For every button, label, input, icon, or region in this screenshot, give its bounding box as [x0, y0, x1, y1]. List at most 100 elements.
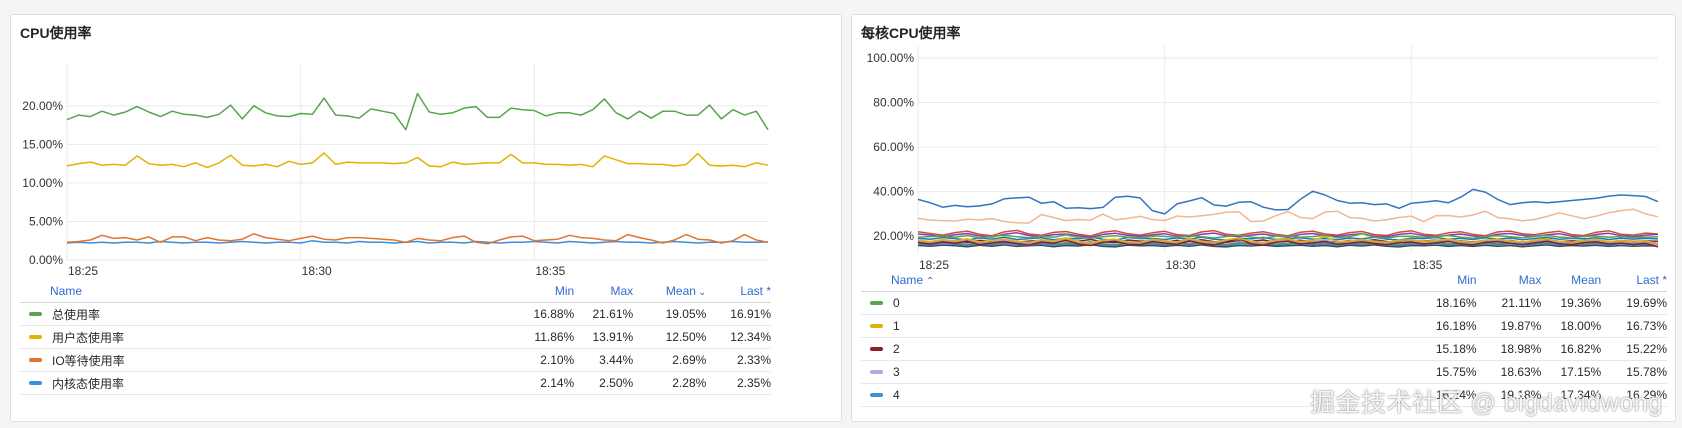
series-color-swatch [870, 323, 883, 328]
y-tick-label: 5.00% [29, 214, 63, 228]
legend-header-name[interactable]: Name [20, 283, 506, 303]
y-tick-label: 80.00% [873, 96, 914, 110]
series-line-1-5[interactable] [917, 188, 1659, 215]
y-tick-label: 10.00% [22, 176, 63, 190]
legend-header-last[interactable]: Last * [1601, 272, 1667, 292]
legend-min-value: 16.24% [1426, 383, 1477, 407]
legend-header-min[interactable]: Min [505, 283, 575, 303]
legend-series-name: 内核态使用率 [20, 371, 506, 395]
legend-max-value: 21.61% [574, 302, 634, 326]
series-line-1-13[interactable] [917, 243, 1659, 248]
legend-header-last[interactable]: Last * [706, 283, 771, 303]
legend-series-label: 总使用率 [52, 307, 101, 322]
series-color-swatch [29, 312, 42, 317]
legend-mean-value: 17.34% [1541, 383, 1602, 407]
legend-series-name: 2 [861, 337, 1427, 361]
panel-title: CPU使用率 [20, 25, 92, 41]
series-color-swatch [29, 358, 42, 363]
legend-min-value: 15.18% [1426, 337, 1477, 361]
series-line-0-2[interactable] [66, 233, 769, 245]
x-tick-label: 18:35 [535, 264, 565, 278]
per-core-cpu-panel: 每核CPU使用率 20.00% 40.00% 60.00% 80.00% 100.00%… [851, 14, 1676, 422]
y-tick-label: 20.00% [22, 99, 63, 113]
legend-header-mean[interactable]: Mean [1541, 272, 1602, 292]
legend-max-value: 21.11% [1476, 291, 1542, 315]
series-color-swatch [870, 392, 883, 397]
legend-max-value: 3.44% [574, 348, 634, 372]
y-tick-label: 20.00% [873, 229, 914, 243]
x-tick-label: 18:25 [68, 264, 98, 278]
series-line-0-3[interactable] [66, 239, 769, 244]
legend-series-label: 3 [893, 365, 900, 379]
sort-asc-icon: ⌃ [926, 276, 935, 287]
legend-row[interactable]: 3 15.75% 18.63% 17.15% 15.78% [861, 360, 1667, 384]
series-line-1-2[interactable] [917, 237, 1659, 248]
y-tick-label: 60.00% [873, 140, 914, 154]
legend-max-value: 19.18% [1476, 383, 1542, 407]
watermark: 掘金技术社区 @ bigdavidwong [1310, 389, 1663, 417]
legend-mean-value: 19.05% [633, 302, 707, 326]
legend-series-label: 1 [893, 319, 900, 333]
per-core-legend-table: Name ⌃ Min Max Mean Last * 0 18.16% 21.11% 1… [861, 272, 1667, 407]
legend-min-value: 2.10% [505, 348, 575, 372]
series-line-1-1[interactable] [917, 235, 1659, 245]
series-color-swatch [29, 335, 42, 340]
legend-series-label: 内核态使用率 [52, 376, 125, 391]
series-color-swatch [870, 369, 883, 374]
legend-series-name: 0 [861, 291, 1427, 315]
series-color-swatch [29, 381, 42, 386]
legend-row[interactable]: 1 16.18% 19.87% 18.00% 16.73% [861, 314, 1667, 338]
per-core-cpu-chart: 20.00% 40.00% 60.00% 80.00% 100.00% 18:25 18:3… [867, 46, 1659, 272]
legend-max-value: 13.91% [574, 325, 634, 349]
y-tick-label: 100.00% [867, 51, 915, 65]
legend-series-label: 0 [893, 296, 900, 310]
series-color-swatch [870, 346, 883, 351]
legend-row[interactable]: 4 16.24% 19.18% 17.34% 16.29% [861, 383, 1667, 407]
legend-min-value: 18.16% [1426, 291, 1477, 315]
legend-mean-value: 2.69% [633, 348, 707, 372]
legend-mean-value: 12.50% [633, 325, 707, 349]
legend-min-value: 15.75% [1426, 360, 1477, 384]
legend-mean-value: 18.00% [1541, 314, 1602, 338]
series-line-1-6[interactable] [917, 208, 1659, 224]
legend-max-value: 2.50% [574, 371, 634, 395]
series-line-0-0[interactable] [66, 92, 769, 131]
legend-series-name: 总使用率 [20, 302, 506, 326]
legend-row[interactable]: 总使用率 16.88% 21.61% 19.05% 16.91% [20, 302, 771, 326]
legend-last-value: 19.69% [1601, 291, 1667, 315]
legend-header-min[interactable]: Min [1426, 272, 1477, 292]
legend-row[interactable]: 内核态使用率 2.14% 2.50% 2.28% 2.35% [20, 371, 771, 395]
legend-min-value: 11.86% [505, 325, 575, 349]
legend-min-value: 2.14% [505, 371, 575, 395]
legend-header-mean[interactable]: Mean ⌄ [633, 283, 707, 303]
legend-series-label: IO等待使用率 [52, 353, 125, 368]
legend-last-value: 2.33% [706, 348, 771, 372]
legend-series-name: 1 [861, 314, 1427, 338]
legend-min-value: 16.18% [1426, 314, 1477, 338]
legend-mean-value: 2.28% [633, 371, 707, 395]
legend-mean-value: 17.15% [1541, 360, 1602, 384]
legend-last-value: 15.78% [1601, 360, 1667, 384]
legend-last-value: 12.34% [706, 325, 771, 349]
legend-header-name-label: Name [891, 273, 924, 287]
legend-last-value: 16.91% [706, 302, 771, 326]
legend-header-max[interactable]: Max [1476, 272, 1542, 292]
series-line-0-1[interactable] [66, 152, 769, 169]
legend-min-value: 16.88% [505, 302, 575, 326]
legend-row[interactable]: IO等待使用率 2.10% 3.44% 2.69% 2.33% [20, 348, 771, 372]
legend-row[interactable]: 用户态使用率 11.86% 13.91% 12.50% 12.34% [20, 325, 771, 349]
legend-row[interactable]: 0 18.16% 21.11% 19.36% 19.69% [861, 291, 1667, 315]
legend-last-value: 15.22% [1601, 337, 1667, 361]
legend-series-label: 2 [893, 342, 900, 356]
legend-row[interactable]: 2 15.18% 18.98% 16.82% 15.22% [861, 337, 1667, 361]
legend-header-max[interactable]: Max [574, 283, 634, 303]
legend-max-value: 19.87% [1476, 314, 1542, 338]
series-line-1-10[interactable] [917, 242, 1659, 247]
legend-header-name[interactable]: Name ⌃ [861, 272, 1427, 292]
panel-title: 每核CPU使用率 [861, 25, 961, 41]
series-line-1-0[interactable] [917, 232, 1659, 240]
y-tick-label: 15.00% [22, 137, 63, 151]
legend-series-label: 用户态使用率 [52, 330, 125, 345]
legend-last-value: 2.35% [706, 371, 771, 395]
series-color-swatch [870, 300, 883, 305]
